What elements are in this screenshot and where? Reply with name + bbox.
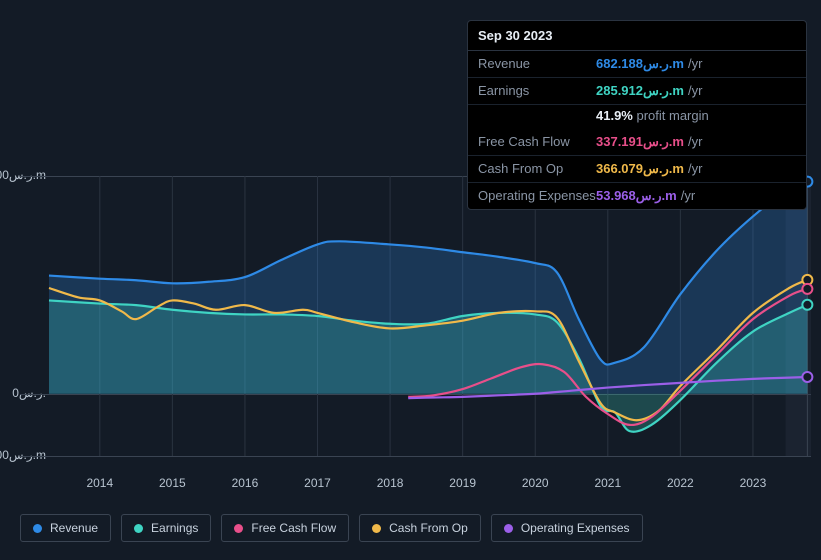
legend-label: Free Cash Flow	[251, 521, 336, 535]
legend-label: Cash From Op	[389, 521, 468, 535]
series-endpoint-opex	[802, 372, 812, 382]
tooltip-row: Earnings285.912ر.س.m/yr	[468, 78, 806, 105]
tooltip-body: Revenue682.188ر.س.m/yrEarnings285.912ر.س…	[468, 51, 806, 209]
legend-item-earnings[interactable]: Earnings	[121, 514, 211, 542]
x-tick-label: 2016	[232, 476, 259, 490]
tooltip-value: 337.191ر.س.m/yr	[596, 134, 702, 150]
chart-tooltip: Sep 30 2023 Revenue682.188ر.س.m/yrEarnin…	[467, 20, 807, 210]
tooltip-label: Revenue	[478, 56, 596, 72]
tooltip-row: Free Cash Flow337.191ر.س.m/yr	[468, 129, 806, 156]
tooltip-label: Earnings	[478, 83, 596, 99]
x-tick-label: 2021	[594, 476, 621, 490]
legend-label: Revenue	[50, 521, 98, 535]
legend-swatch	[504, 524, 513, 533]
chart-plot[interactable]	[49, 176, 811, 456]
tooltip-label: Operating Expenses	[478, 188, 596, 204]
legend-item-revenue[interactable]: Revenue	[20, 514, 111, 542]
tooltip-subtext: 41.9% profit margin	[468, 105, 806, 129]
chart-legend: Revenue Earnings Free Cash Flow Cash From O…	[20, 514, 643, 542]
x-tick-label: 2015	[159, 476, 186, 490]
tooltip-label: Free Cash Flow	[478, 134, 596, 150]
y-tick-label: 0ر.س.	[0, 386, 46, 400]
x-tick-label: 2022	[667, 476, 694, 490]
legend-label: Operating Expenses	[521, 521, 630, 535]
y-tick-label: 700ر.س.m	[0, 168, 46, 182]
legend-swatch	[33, 524, 42, 533]
tooltip-row: Operating Expenses53.968ر.س.m/yr	[468, 183, 806, 209]
tooltip-date: Sep 30 2023	[468, 21, 806, 51]
tooltip-row: Cash From Op366.079ر.س.m/yr	[468, 156, 806, 183]
gridline	[20, 456, 811, 457]
financials-chart: Sep 30 2023 Revenue682.188ر.س.m/yrEarnin…	[0, 0, 821, 560]
tooltip-value: 285.912ر.س.m/yr	[596, 83, 702, 99]
x-tick-label: 2019	[449, 476, 476, 490]
x-tick-label: 2023	[740, 476, 767, 490]
legend-swatch	[134, 524, 143, 533]
x-tick-label: 2014	[86, 476, 113, 490]
tooltip-value: 53.968ر.س.m/yr	[596, 188, 695, 204]
x-tick-label: 2020	[522, 476, 549, 490]
x-axis-labels: 2014 2015 2016 2017 2018 2019 2020 2021 2022 2023	[49, 476, 811, 496]
x-tick-label: 2018	[377, 476, 404, 490]
x-tick-label: 2017	[304, 476, 331, 490]
tooltip-value: 366.079ر.س.m/yr	[596, 161, 702, 177]
legend-swatch	[372, 524, 381, 533]
legend-item-cfo[interactable]: Cash From Op	[359, 514, 481, 542]
legend-item-opex[interactable]: Operating Expenses	[491, 514, 643, 542]
legend-item-fcf[interactable]: Free Cash Flow	[221, 514, 349, 542]
series-endpoint-earnings	[802, 300, 812, 310]
series-endpoint-fcf	[802, 284, 812, 294]
tooltip-label: Cash From Op	[478, 161, 596, 177]
legend-swatch	[234, 524, 243, 533]
tooltip-value: 682.188ر.س.m/yr	[596, 56, 702, 72]
tooltip-row: Revenue682.188ر.س.m/yr	[468, 51, 806, 78]
y-tick-label: -200ر.س.m	[0, 448, 46, 462]
legend-label: Earnings	[151, 521, 198, 535]
